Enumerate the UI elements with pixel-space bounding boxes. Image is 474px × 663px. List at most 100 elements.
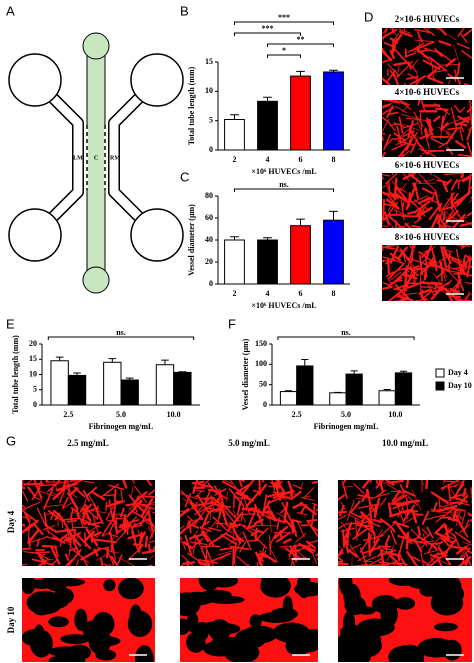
vessel (139, 506, 152, 525)
vessel (111, 543, 116, 559)
vessel (413, 182, 420, 200)
vessel (349, 544, 361, 562)
vessel (469, 103, 472, 126)
vessel (375, 489, 387, 498)
vessel (22, 509, 39, 523)
lumen (88, 627, 112, 655)
error-bar (55, 356, 64, 361)
vessel (120, 507, 125, 518)
vessel (421, 249, 429, 259)
vessel (349, 543, 361, 551)
vessel (446, 534, 455, 540)
vessel (431, 282, 451, 290)
inlet (82, 266, 110, 294)
vessel (359, 534, 373, 553)
vessel (425, 480, 429, 490)
vessel (275, 493, 286, 500)
error-bar (383, 389, 391, 391)
lumen (199, 589, 232, 599)
panel-label: A (6, 3, 15, 18)
vessel (82, 489, 90, 502)
lumen (285, 636, 311, 656)
vessel (338, 514, 347, 521)
vessel (220, 534, 238, 546)
vessel (382, 106, 394, 115)
vessel (382, 145, 383, 147)
vessel (406, 551, 419, 566)
vessel (428, 202, 443, 221)
side-channel (109, 76, 161, 239)
vessel (395, 220, 397, 228)
vessel (51, 558, 59, 566)
vessel (444, 248, 454, 253)
vessel (452, 265, 464, 270)
vessel (340, 521, 352, 536)
lumen (380, 601, 398, 627)
bar (290, 225, 311, 285)
legend-label: Day 10 (448, 381, 472, 390)
vessel (440, 480, 461, 490)
vessel (432, 272, 445, 289)
vessel (398, 30, 413, 38)
vessel (22, 563, 28, 566)
vessel (338, 563, 344, 566)
vessel (413, 39, 435, 43)
vessel (382, 28, 388, 42)
lumen (433, 622, 458, 632)
vessel (429, 56, 448, 72)
vessel (393, 209, 411, 218)
vessel (103, 563, 110, 566)
column-header: 10.0 mg/mL (382, 438, 428, 448)
bar (50, 360, 69, 406)
vessel (383, 133, 391, 151)
vessel (296, 544, 313, 552)
vessel (382, 104, 391, 109)
x-tick-label: 2 (233, 289, 237, 298)
vessel (427, 542, 434, 554)
vessel (36, 538, 40, 547)
lumen (53, 587, 74, 605)
vessel (461, 555, 466, 566)
vessel (423, 533, 428, 547)
vessel (441, 538, 452, 549)
vessel (246, 524, 257, 530)
x-tick-label: 8 (332, 289, 336, 298)
y-tick-label: 15 (205, 57, 213, 66)
vessel (402, 504, 415, 522)
vessel (444, 287, 454, 301)
vessel (460, 124, 464, 133)
vessel (411, 225, 422, 228)
vessel (274, 480, 281, 483)
vessel (22, 507, 26, 511)
significance-label: * (282, 46, 286, 55)
vessel (445, 209, 455, 222)
micrograph (180, 578, 318, 662)
vessel (385, 192, 397, 200)
vessel (397, 535, 405, 559)
vessel (396, 65, 400, 78)
vessel (235, 483, 251, 494)
vessel (405, 117, 427, 121)
image-title: 2×10-6 HUVECs (395, 14, 460, 24)
bar (290, 75, 311, 151)
vessel (220, 504, 228, 526)
vessel (461, 176, 471, 182)
vessel (127, 534, 140, 540)
vessel (430, 508, 442, 512)
vessel (300, 482, 304, 490)
vessel (275, 531, 292, 543)
vessel (108, 563, 112, 566)
vessel (275, 483, 281, 502)
vessel (460, 245, 469, 249)
vessel (443, 173, 464, 176)
vessel (99, 546, 108, 550)
vessel (272, 489, 295, 499)
vessel (387, 120, 396, 132)
vessel (191, 480, 205, 485)
vessel (468, 185, 472, 191)
vessel (401, 488, 409, 502)
vessel (180, 564, 184, 566)
vessel (32, 522, 44, 535)
vessel (459, 107, 466, 113)
vessel (140, 498, 154, 518)
